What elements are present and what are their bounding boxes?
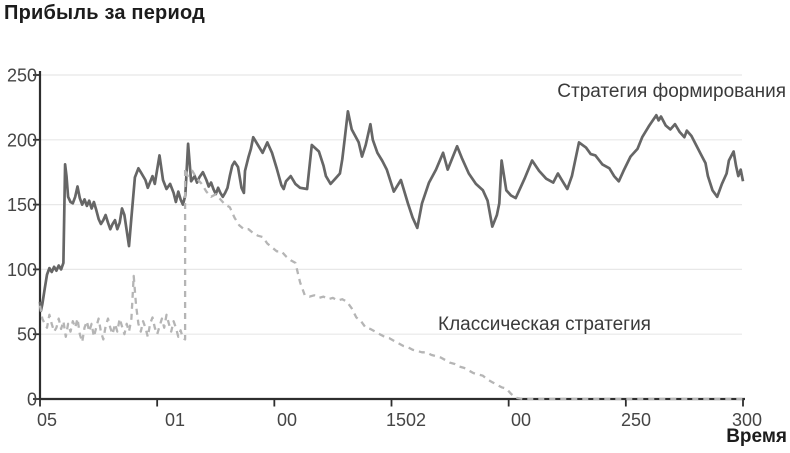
- y-tick-label: 150: [7, 195, 37, 215]
- x-tick-label: 1502: [386, 410, 426, 430]
- y-tick-label: 100: [7, 260, 37, 280]
- y-tick-label: 0: [27, 390, 37, 410]
- series-line-dashed: [38, 167, 743, 401]
- y-tick-label: 50: [17, 325, 37, 345]
- x-tick-label: 01: [165, 410, 185, 430]
- x-axis-title: Время: [726, 426, 787, 447]
- x-tick-label: 00: [511, 410, 531, 430]
- series-label-formation-strategy: Стратегия формирования: [557, 81, 786, 102]
- y-tick-label: 250: [7, 66, 37, 86]
- chart-title: Прибыль за период: [4, 2, 205, 24]
- series-label-classic-strategy: Классическая стратегия: [438, 314, 651, 335]
- x-tick-label: 250: [621, 410, 651, 430]
- x-tick-label: 00: [277, 410, 297, 430]
- x-tick-label: 05: [37, 410, 57, 430]
- y-tick-label: 200: [7, 130, 37, 150]
- series-line-solid: [38, 109, 745, 313]
- x-tick-label: 300: [732, 410, 762, 430]
